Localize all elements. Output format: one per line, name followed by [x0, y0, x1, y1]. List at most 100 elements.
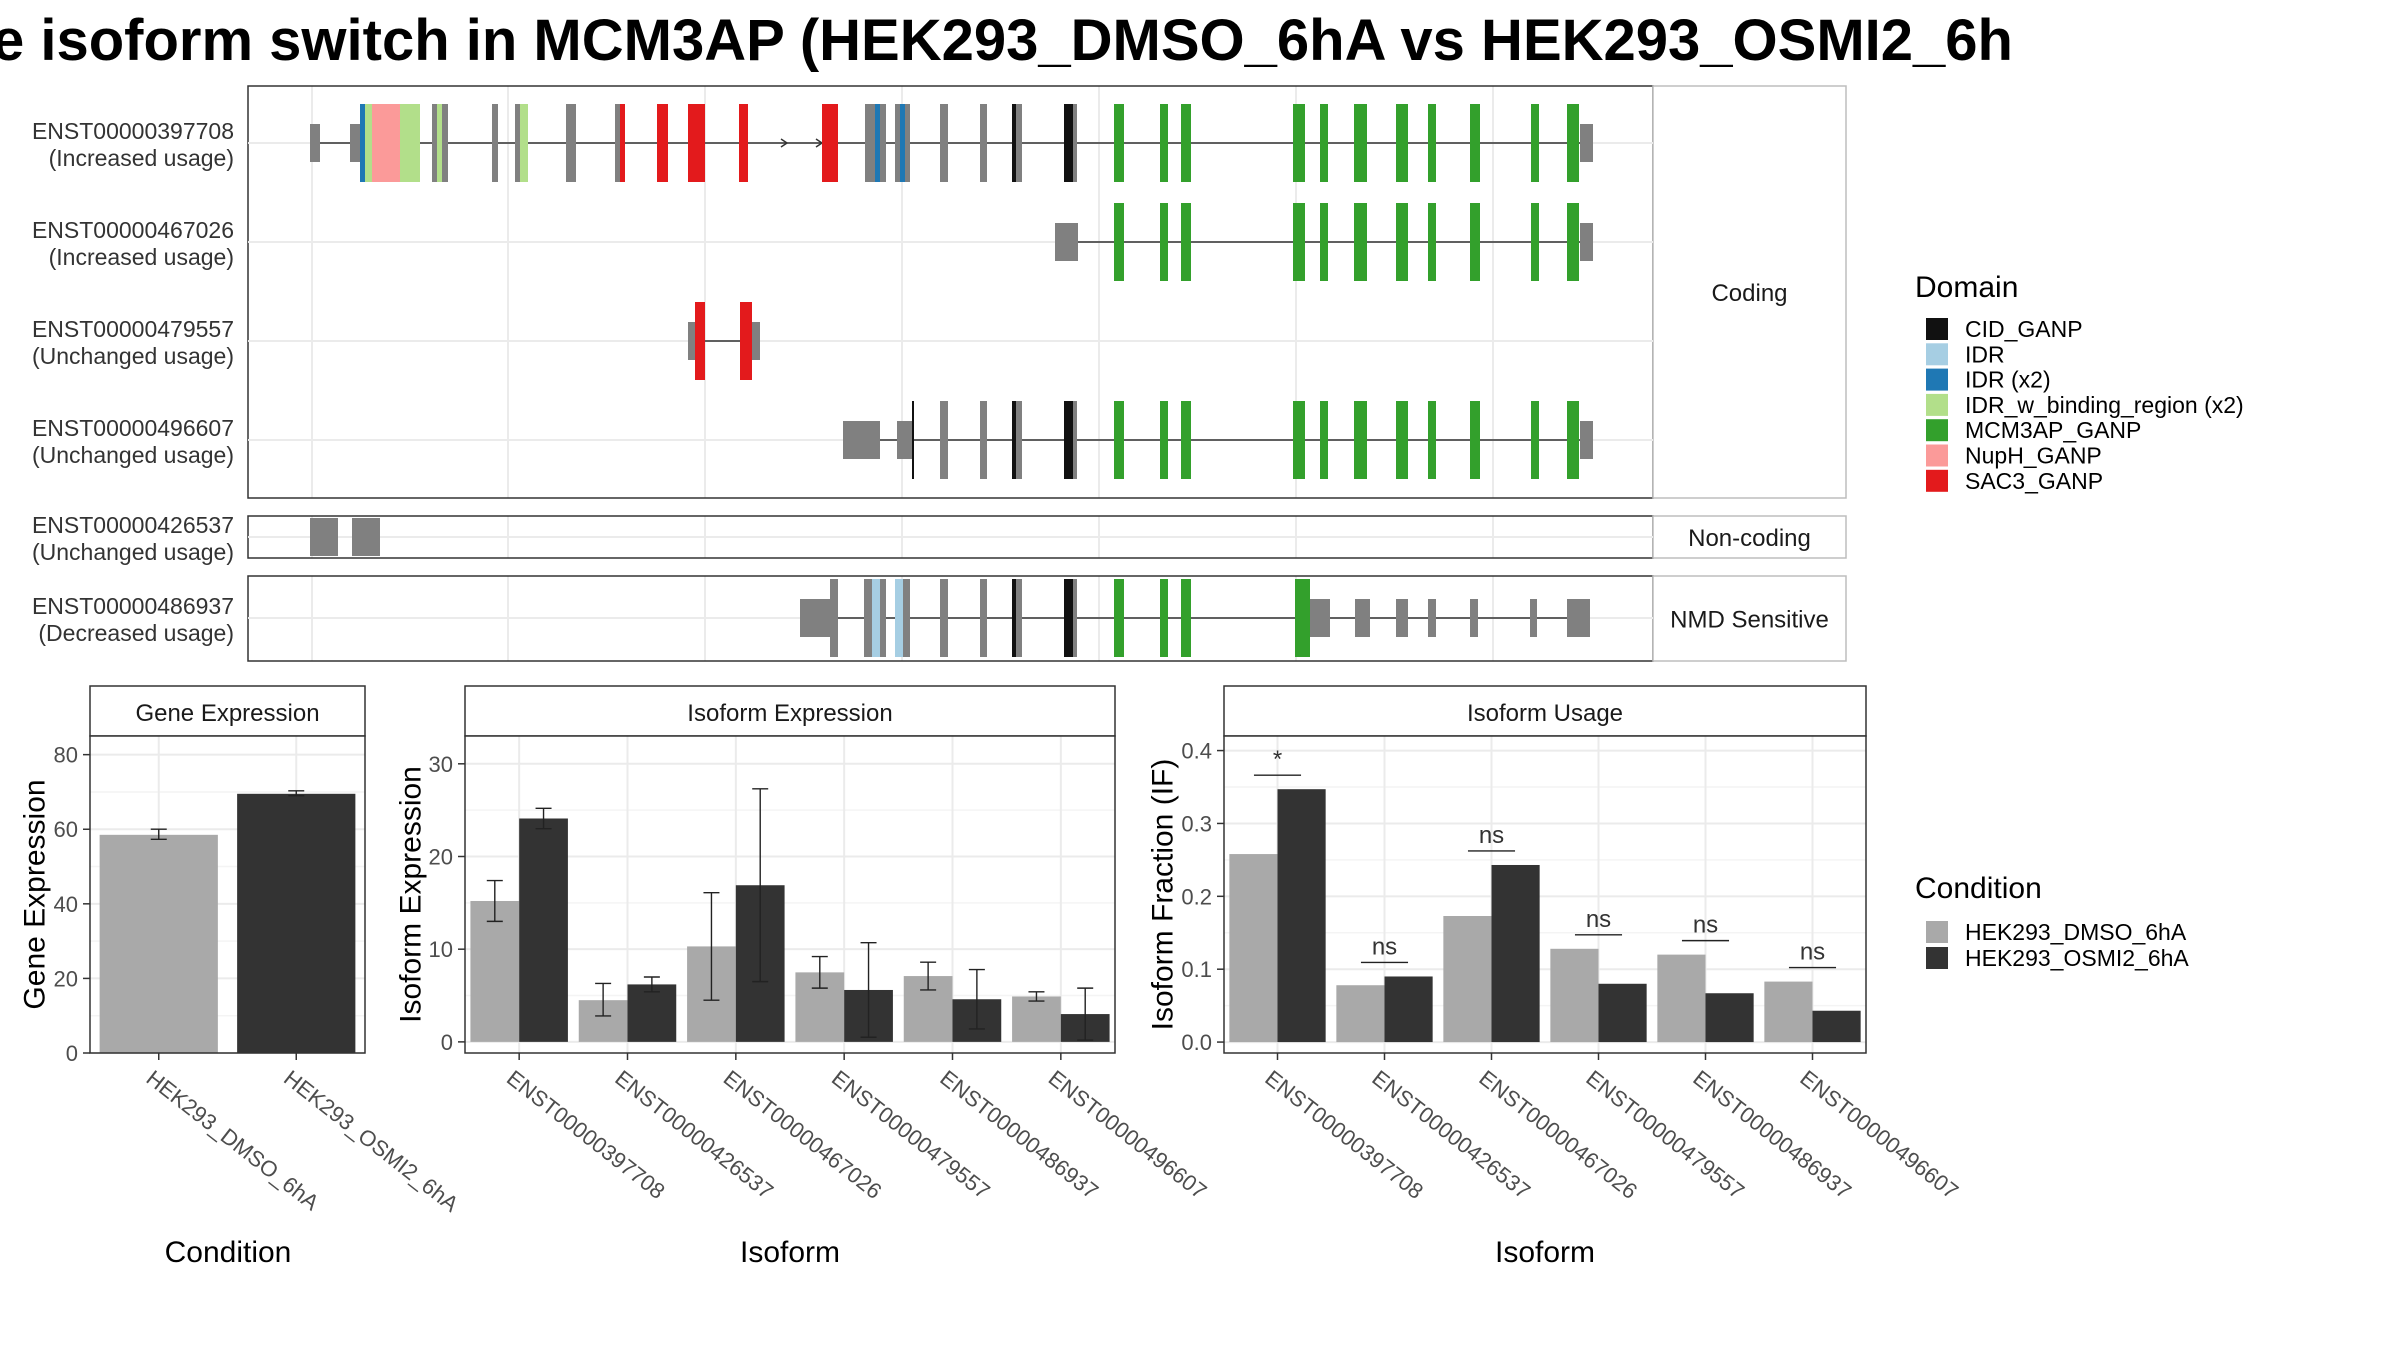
panel-strip: [464, 685, 1116, 737]
exon: [350, 124, 360, 162]
exon: [865, 104, 875, 182]
legend-swatch: [1926, 368, 1948, 391]
exon: [875, 104, 880, 182]
plot-background: [465, 736, 1115, 1053]
exon: [688, 104, 705, 182]
legend-swatch: [1926, 947, 1948, 969]
exon: [1320, 104, 1328, 182]
x-axis-title: Isoform: [1495, 1236, 1595, 1269]
exon: [864, 579, 872, 657]
domain-legend-item: MCM3AP_GANP: [1926, 417, 2141, 443]
structure-strip: [1652, 85, 1847, 499]
bar: [1277, 789, 1326, 1043]
transcript-track-ENST00000479557: ENST00000479557(Unchanged usage): [32, 302, 760, 380]
exon: [615, 104, 620, 182]
bar: [1812, 1010, 1861, 1043]
panel-title: Isoform Expression: [687, 700, 892, 727]
domain-legend-item: IDR: [1926, 341, 2005, 367]
bar: [1229, 854, 1278, 1043]
exon: [1181, 579, 1191, 657]
exon: [310, 124, 320, 162]
legend-swatch: [1926, 393, 1948, 416]
panel-title: Isoform Usage: [1467, 700, 1623, 727]
transcript-id-label: ENST00000397708: [32, 118, 234, 144]
bar: [1550, 948, 1599, 1043]
domain-legend-item: NupH_GANP: [1926, 443, 2102, 469]
legend-swatch: [1926, 469, 1948, 492]
bar: [1491, 864, 1540, 1043]
transcript-structure-panel: Coding Non-coding NMD Sensitive ENST0000039…: [32, 85, 1847, 662]
exon: [1567, 599, 1590, 637]
exon: [1580, 124, 1593, 162]
exon: [1470, 104, 1480, 182]
y-tick-label: 0.1: [1181, 957, 1212, 982]
exon: [1055, 223, 1078, 261]
exon: [740, 302, 752, 380]
bar: [99, 834, 218, 1053]
legend-label: IDR (x2): [1965, 367, 2051, 393]
exon: [1293, 401, 1305, 479]
bar: [1336, 985, 1385, 1043]
exon: [365, 104, 372, 182]
exon: [1160, 104, 1168, 182]
y-tick-label: 40: [54, 892, 78, 917]
exon: [1114, 579, 1124, 657]
exon: [912, 401, 914, 479]
exon: [1073, 104, 1077, 182]
y-axis-title: Isoform Fraction (IF): [1147, 759, 1180, 1031]
exon: [940, 401, 948, 479]
legend-label: MCM3AP_GANP: [1965, 417, 2141, 443]
significance-label: ns: [1586, 906, 1611, 933]
exon: [566, 104, 576, 182]
domain-legend-item: IDR_w_binding_region (x2): [1926, 392, 2244, 418]
y-tick-label: 0: [66, 1041, 78, 1066]
exon: [1073, 401, 1077, 479]
plot-border: [89, 735, 366, 1054]
exon: [1012, 104, 1017, 182]
transcript-id-label: ENST00000496607: [32, 415, 234, 441]
exon: [520, 104, 528, 182]
exon: [900, 104, 905, 182]
exon: [1567, 203, 1579, 281]
exon: [980, 401, 987, 479]
transcript-usage-label: (Decreased usage): [38, 620, 234, 646]
exon: [895, 579, 903, 657]
condition-legend-item: HEK293_DMSO_6hA: [1926, 919, 2187, 945]
exon: [822, 104, 838, 182]
significance-label: ns: [1479, 822, 1504, 849]
exon: [980, 579, 987, 657]
transcript-track-ENST00000397708: ENST00000397708(Increased usage): [32, 104, 1593, 182]
exon: [940, 104, 948, 182]
y-axis-title: Gene Expression: [19, 779, 52, 1009]
plot-border: [464, 735, 1116, 1054]
exon: [1531, 401, 1539, 479]
plot-background: [1224, 736, 1866, 1053]
exon: [1293, 203, 1305, 281]
exon: [1181, 104, 1191, 182]
exon: [432, 104, 437, 182]
transcript-track-ENST00000426537: ENST00000426537(Unchanged usage): [32, 512, 380, 565]
exon: [310, 518, 338, 556]
exon: [1580, 223, 1593, 261]
bar: [627, 984, 677, 1042]
exon: [1428, 599, 1436, 637]
exon: [903, 579, 910, 657]
bar: [1384, 976, 1433, 1043]
plot-border: [1223, 735, 1867, 1054]
structure-strip-label: NMD Sensitive: [1670, 607, 1829, 634]
legend-label: SAC3_GANP: [1965, 468, 2103, 494]
exon: [905, 104, 910, 182]
transcript-usage-label: (Unchanged usage): [32, 343, 234, 369]
exon: [880, 104, 886, 182]
significance-label: ns: [1693, 912, 1718, 939]
exon: [352, 518, 380, 556]
y-tick-label: 0: [441, 1030, 453, 1055]
exon: [515, 104, 520, 182]
exon: [1396, 401, 1408, 479]
bar: [1443, 915, 1492, 1043]
bar: [1657, 954, 1706, 1043]
legend-swatch: [1926, 318, 1948, 340]
exon: [1310, 599, 1330, 637]
